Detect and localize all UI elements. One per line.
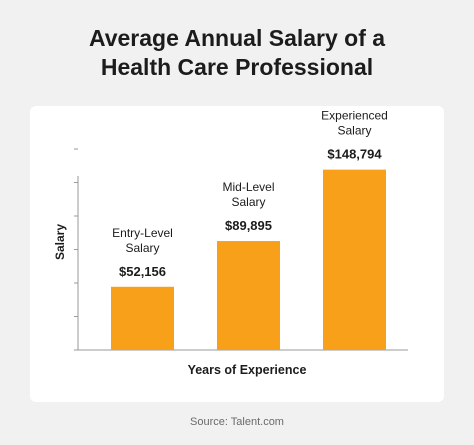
bar-category-label: Mid-Level bbox=[222, 180, 274, 194]
chart-title-line-1: Average Annual Salary of a bbox=[88, 25, 386, 51]
source-note: Source: Talent.com bbox=[190, 416, 284, 428]
bar bbox=[323, 169, 386, 350]
bar-category-label: Salary bbox=[231, 195, 265, 209]
bar bbox=[111, 286, 174, 350]
bar-label-group: $52,156Entry-LevelSalary$89,895Mid-Level… bbox=[112, 109, 388, 279]
bar-group bbox=[111, 169, 386, 350]
y-axis-label: Salary bbox=[53, 224, 67, 260]
bar-category-label: Entry-Level bbox=[112, 226, 173, 240]
bar-category-label: Salary bbox=[337, 124, 371, 138]
bar bbox=[217, 241, 280, 350]
bar-value-label: $52,156 bbox=[119, 264, 166, 279]
x-axis-label: Years of Experience bbox=[188, 363, 307, 377]
bar-value-label: $148,794 bbox=[327, 147, 382, 162]
bar-value-label: $89,895 bbox=[225, 218, 272, 233]
bar-category-label: Salary bbox=[125, 241, 159, 255]
bar-category-label: Experienced bbox=[321, 109, 388, 123]
chart-title: Average Annual Salary of a Health Care P… bbox=[0, 24, 474, 82]
chart-title-line-2: Health Care Professional bbox=[100, 54, 374, 80]
